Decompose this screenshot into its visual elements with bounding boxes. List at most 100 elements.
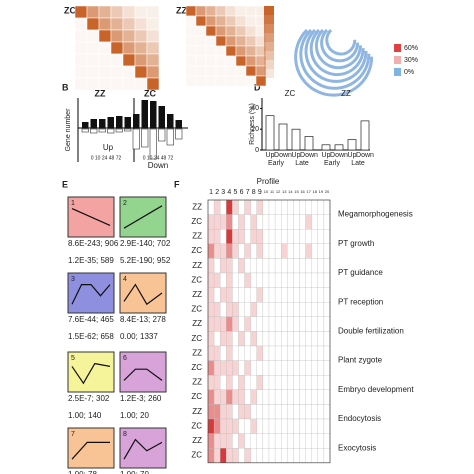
row-label: ZC <box>191 217 202 226</box>
profile-stat: 0.00; 1337 <box>120 332 158 341</box>
heat-cell <box>250 389 257 405</box>
matrix-cell <box>86 41 100 55</box>
heat-cell <box>268 404 276 420</box>
matrix-cell <box>185 15 197 27</box>
category-label: PT reception <box>338 297 383 306</box>
heat-cell <box>293 433 300 449</box>
heat-cell <box>323 360 331 376</box>
ring <box>294 28 374 97</box>
heat-cell <box>262 418 270 434</box>
profile-stat: 2.9E-140; 702 <box>120 239 171 248</box>
heat-cell <box>232 360 239 376</box>
heat-cell <box>287 433 294 449</box>
heat-cell <box>305 258 312 274</box>
heat-cell <box>207 316 215 332</box>
heat-cell <box>226 375 233 390</box>
heat-cell <box>323 404 331 420</box>
heat-cell <box>323 214 331 230</box>
heat-cell <box>274 316 282 332</box>
category-label: PT guidance <box>338 268 383 277</box>
heat-cell <box>226 214 233 230</box>
heat-cell <box>220 199 227 215</box>
heat-cell <box>305 433 312 449</box>
heat-cell <box>281 243 288 259</box>
bar <box>360 120 370 151</box>
profile-number: 6 <box>240 189 244 196</box>
heat-cell <box>317 199 325 215</box>
profile-number: 2 <box>123 200 127 207</box>
matrix-cell <box>245 25 257 37</box>
heat-cell <box>299 375 306 390</box>
matrix-cell <box>235 65 247 77</box>
x-tick-label: Up <box>292 152 301 159</box>
heat-cell <box>274 214 282 230</box>
heat-cell <box>232 433 239 449</box>
matrix-cell <box>245 55 257 67</box>
heat-cell <box>305 287 312 303</box>
profile-number: 15 <box>294 189 299 194</box>
matrix-cell <box>146 65 160 79</box>
heat-cell <box>323 389 331 405</box>
heat-cell <box>207 199 215 215</box>
heat-cell <box>281 448 288 463</box>
matrix-cell <box>134 65 148 79</box>
heat-cell <box>287 404 294 420</box>
matrix-cell <box>195 5 207 17</box>
heat-cell <box>299 199 306 215</box>
row-label: ZC <box>191 275 202 284</box>
matrix-cell <box>205 25 217 37</box>
heat-cell <box>262 433 270 449</box>
profile-stat: 7.6E-44; 465 <box>68 315 114 324</box>
heat-cell <box>250 418 257 434</box>
matrix-cell <box>86 29 100 43</box>
profile-number: 1 <box>71 200 75 207</box>
heat-cell <box>305 360 312 376</box>
matrix-cell <box>185 45 197 57</box>
heat-cell <box>250 199 257 215</box>
heat-cell <box>311 272 318 288</box>
heat-cell <box>256 272 264 288</box>
heat-cell <box>281 287 288 303</box>
heat-cell <box>287 272 294 288</box>
heat-cell <box>274 433 282 449</box>
heat-cell <box>250 214 257 230</box>
heat-cell <box>268 389 276 405</box>
heat-cell <box>262 389 270 405</box>
heat-cell <box>287 331 294 347</box>
heat-cell <box>213 243 221 259</box>
heat-cell <box>299 345 306 361</box>
heat-cell <box>299 214 306 230</box>
heat-cell <box>226 360 233 376</box>
matrix-cell <box>74 65 88 79</box>
heat-cell <box>305 389 312 405</box>
bar <box>158 106 165 128</box>
bar <box>124 117 131 128</box>
heat-cell <box>220 448 227 463</box>
heat-cell <box>274 448 282 463</box>
heat-cell <box>256 316 264 332</box>
heat-cell <box>238 418 245 434</box>
panel-label: D <box>254 82 261 92</box>
heat-cell <box>244 258 251 274</box>
heat-cell <box>226 418 233 434</box>
profile-box <box>119 272 167 314</box>
heat-cell <box>268 448 276 463</box>
heat-cell <box>220 316 227 332</box>
heat-cell <box>256 375 264 390</box>
x-tick-label: Down <box>330 152 348 159</box>
y-tick-label: 20 <box>251 126 259 133</box>
heat-cell <box>311 345 318 361</box>
legend-swatch <box>394 68 401 76</box>
heat-cell <box>323 448 331 463</box>
x-tick-label: Up <box>348 152 357 159</box>
heat-cell <box>311 316 318 332</box>
profile-number: 12 <box>276 189 281 194</box>
profile-number: 16 <box>300 189 305 194</box>
heat-cell <box>287 199 294 215</box>
heat-cell <box>256 404 264 420</box>
matrix-cell <box>215 15 227 27</box>
bar <box>116 116 123 128</box>
bar <box>175 128 183 140</box>
bar <box>158 128 166 142</box>
